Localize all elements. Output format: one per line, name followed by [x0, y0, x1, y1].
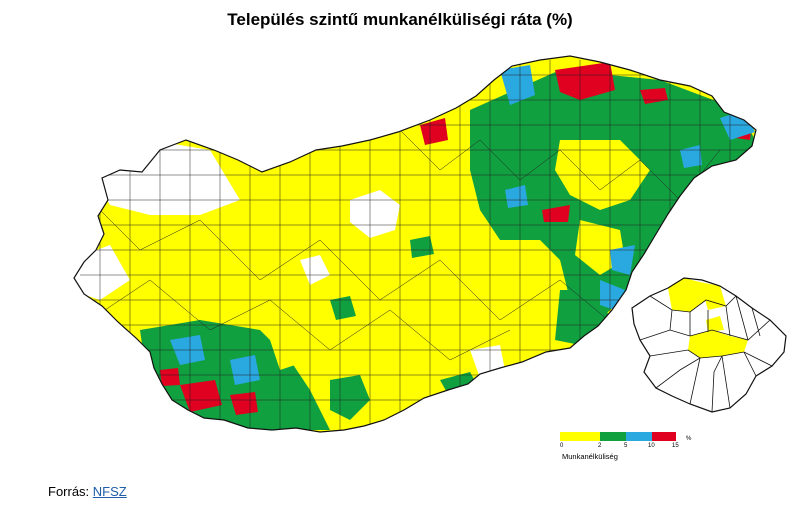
map-title: Település szintű munkanélküliségi ráta (… — [227, 10, 573, 29]
budapest-inset-map — [631, 277, 787, 413]
country-outline — [73, 55, 757, 433]
legend-title: Munkanélküliség — [562, 452, 618, 461]
central-green-patch — [330, 296, 356, 320]
legend-swatch-2-5 — [600, 432, 626, 441]
legend-swatch-10-15 — [652, 432, 676, 441]
legend-tick-0: 0 — [560, 443, 564, 449]
legend-tick-2: 2 — [598, 443, 602, 449]
northeast-blue-patch — [610, 245, 635, 275]
northeast-blue-patch — [680, 145, 702, 168]
legend-tick-15: 15 — [672, 443, 679, 449]
northeast-blue-patch — [505, 185, 528, 208]
source-label: Forrás: — [48, 484, 90, 499]
inset-yellow-district — [700, 282, 726, 310]
southwest-red-patch — [180, 380, 222, 412]
southwest-red-patch — [230, 392, 258, 415]
legend-swatch-5-10 — [626, 432, 652, 441]
regional-rate-patches — [74, 62, 756, 430]
inset-yellow-district — [706, 316, 724, 332]
central-green-patch — [410, 236, 434, 258]
legend-swatch-0-2 — [560, 432, 600, 441]
map-legend: 0 2 5 10 15 % Munkanélküliség — [560, 432, 700, 472]
legend-unit: % — [686, 436, 692, 442]
southwest-red-patch — [160, 368, 180, 386]
northeast-red-patch — [555, 62, 615, 100]
legend-tick-5: 5 — [624, 443, 628, 449]
source-note: Forrás: NFSZ — [48, 484, 127, 499]
legend-tick-10: 10 — [648, 443, 655, 449]
northeast-red-patch — [542, 205, 570, 222]
inset-yellow-district — [688, 330, 748, 358]
source-link[interactable]: NFSZ — [92, 484, 127, 499]
budapest-area-no-data — [350, 190, 400, 238]
central-no-data-patch — [300, 255, 330, 285]
legend-color-bar — [560, 432, 684, 441]
southwest-blue-patch — [230, 355, 260, 385]
inset-yellow-district — [668, 278, 706, 312]
